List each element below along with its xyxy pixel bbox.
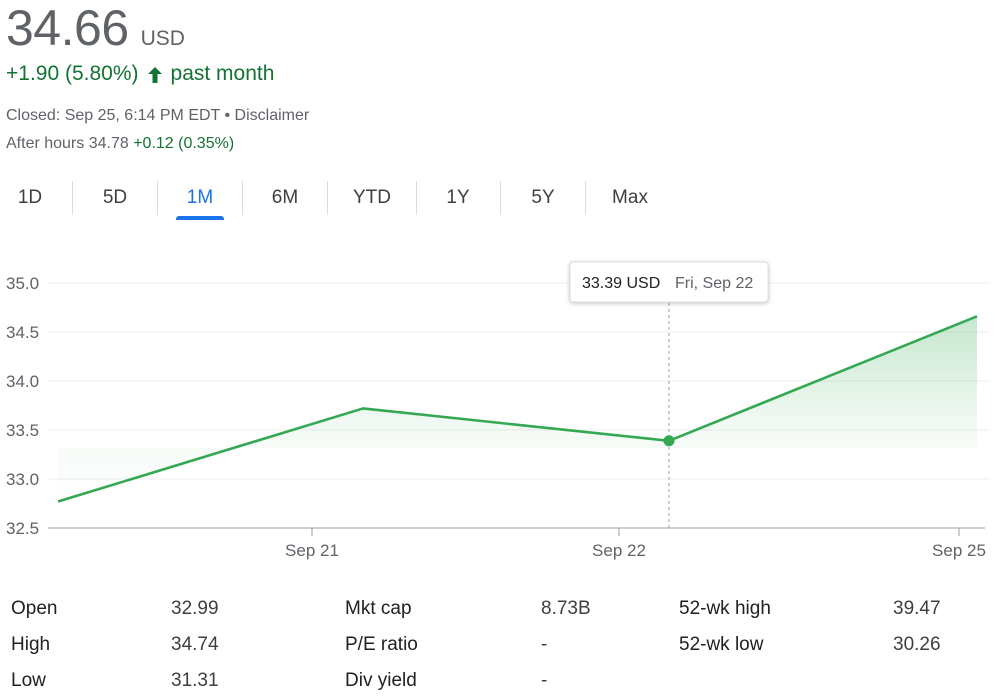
x-tick-label: Sep 21 [285, 541, 339, 560]
y-tick-label: 34.5 [6, 323, 39, 342]
y-tick-label: 33.0 [6, 470, 39, 489]
stat-label-52wk-low: 52-wk low [679, 634, 764, 655]
tab-divider [72, 181, 73, 215]
stat-value-mkt-cap: 8.73B [541, 598, 591, 619]
x-tick-label: Sep 22 [592, 541, 646, 560]
tab-ytd[interactable]: YTD [353, 187, 391, 208]
tab-1y[interactable]: 1Y [446, 187, 470, 208]
stat-label-mkt-cap: Mkt cap [345, 598, 412, 619]
x-tick-label: Sep 25 [932, 541, 986, 560]
tab-5d[interactable]: 5D [102, 187, 128, 208]
stat-value-low: 31.31 [171, 670, 219, 691]
stat-value-52wk-high: 39.47 [893, 598, 941, 619]
range-tabs: 1D 5D 1M 6M YTD 1Y 5Y Max [0, 176, 680, 220]
stat-value-open: 32.99 [171, 598, 219, 619]
y-axis-ticks: 35.0 34.5 34.0 33.5 33.0 32.5 [6, 274, 39, 538]
current-price: 34.66 [6, 0, 129, 56]
price-chart[interactable]: 35.034.534.033.533.032.5 Sep 21 Sep 22 Sep… [0, 240, 1005, 570]
stat-label-pe-ratio: P/E ratio [345, 634, 418, 655]
chart-area-fill [58, 316, 977, 502]
key-stats: Open 32.99 High 34.74 Low 31.31 Mkt cap … [0, 590, 1005, 700]
tab-divider [327, 181, 328, 215]
price-change: +1.90 (5.80%) past month [6, 62, 274, 86]
x-axis-ticks: Sep 21 Sep 22 Sep 25 [285, 528, 986, 560]
tooltip-date: Fri, Sep 22 [675, 275, 753, 292]
stat-label-open: Open [11, 598, 58, 619]
after-hours-price: After hours 34.78 [6, 135, 129, 152]
price-line [57, 315, 978, 503]
tab-divider [500, 181, 501, 215]
y-tick-label: 35.0 [6, 274, 39, 293]
stat-label-div-yield: Div yield [345, 670, 417, 691]
y-tick-label: 32.5 [6, 519, 39, 538]
currency-label: USD [140, 27, 185, 50]
tab-5y[interactable]: 5Y [531, 187, 555, 208]
arrow-up-icon [147, 67, 162, 83]
chart-tooltip: 33.39 USD Fri, Sep 22 [569, 261, 769, 303]
tab-divider [416, 181, 417, 215]
y-tick-label: 33.5 [6, 421, 39, 440]
tooltip-value: 33.39 USD [582, 275, 660, 292]
stat-label-52wk-high: 52-wk high [679, 598, 771, 619]
tooltip-box [569, 261, 769, 303]
tab-divider [585, 181, 586, 215]
tab-divider [242, 181, 243, 215]
change-period: past month [170, 62, 275, 85]
y-tick-label: 34.0 [6, 372, 39, 391]
tab-max[interactable]: Max [612, 187, 648, 208]
after-hours: After hours 34.78 +0.12 (0.35%) [6, 135, 234, 153]
stat-label-high: High [11, 634, 51, 655]
stat-value-pe-ratio: - [541, 634, 548, 655]
change-value: +1.90 (5.80%) [6, 62, 139, 85]
hover-point [663, 435, 675, 447]
tab-divider [157, 181, 158, 215]
stat-value-52wk-low: 30.26 [893, 634, 941, 655]
tab-1m[interactable]: 1M [176, 176, 224, 220]
closed-status: Closed: Sep 25, 6:14 PM EDT • Disclaimer [6, 107, 310, 124]
price-header: 34.66 USD [6, 0, 185, 56]
stat-value-high: 34.74 [171, 634, 219, 655]
tab-6m[interactable]: 6M [271, 187, 299, 208]
tab-1d[interactable]: 1D [17, 187, 43, 208]
stat-label-low: Low [11, 670, 46, 691]
stat-value-div-yield: - [541, 670, 548, 691]
after-hours-change: +0.12 (0.35%) [133, 135, 235, 152]
